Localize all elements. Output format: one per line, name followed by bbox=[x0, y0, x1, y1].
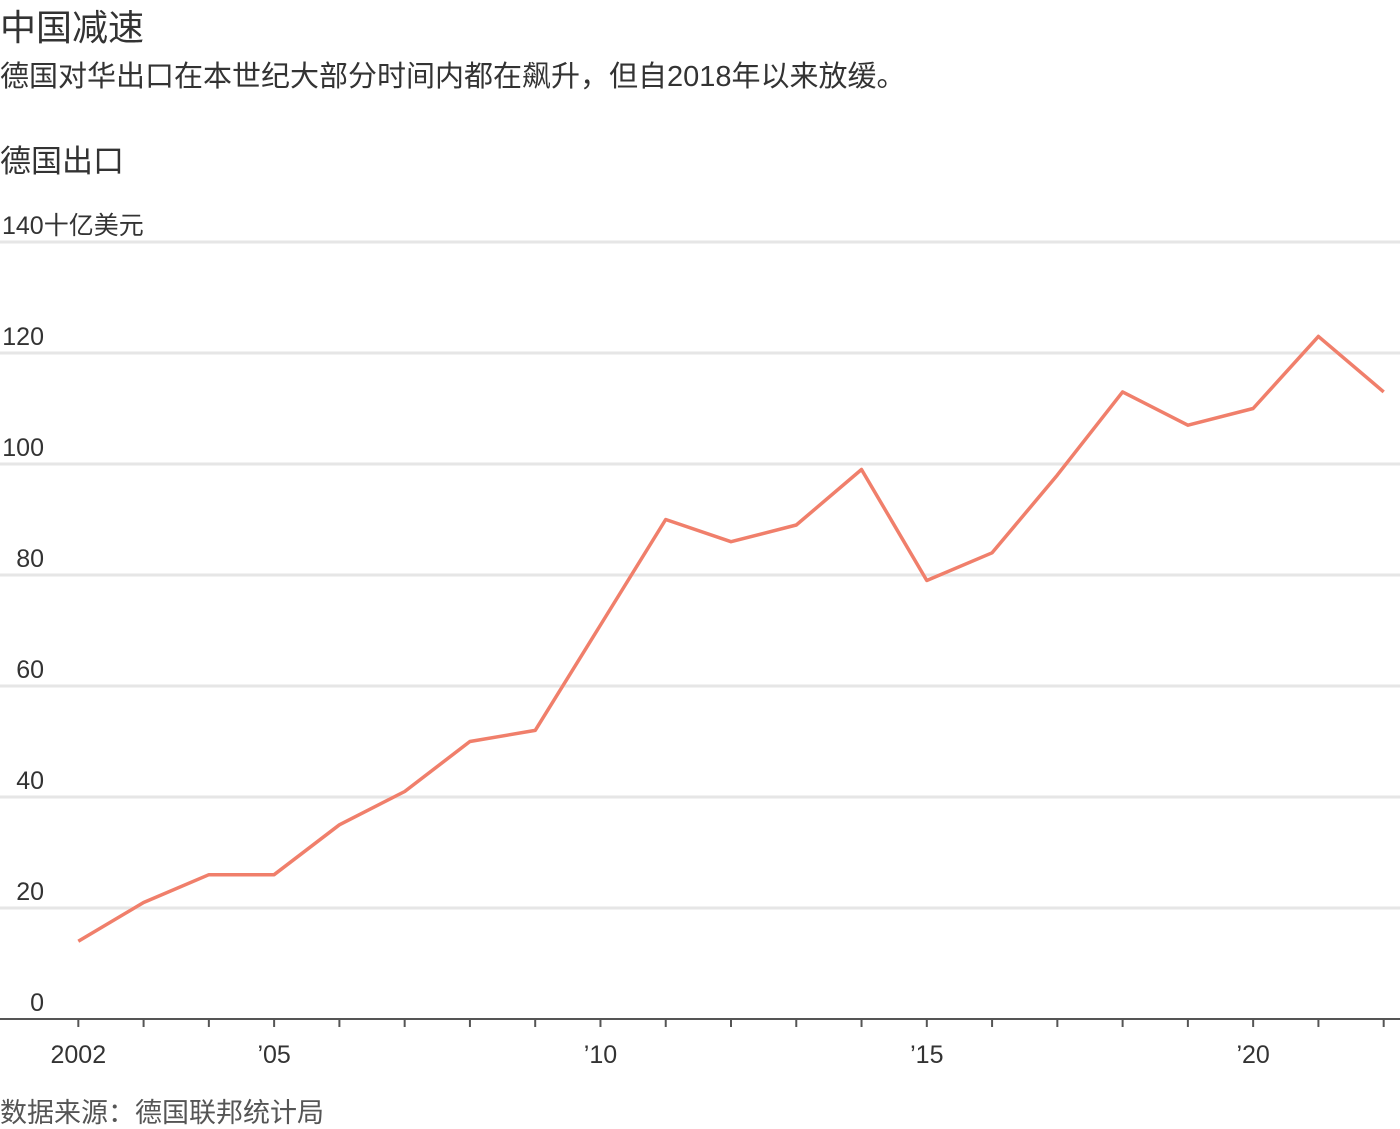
y-tick-label: 80 bbox=[16, 545, 44, 573]
source-note: 数据来源：德国联邦统计局 bbox=[0, 1098, 324, 1128]
chart-title: 中国减速 bbox=[0, 7, 144, 48]
y-tick-label: 20 bbox=[16, 878, 44, 906]
x-tick-label: ’20 bbox=[1236, 1041, 1269, 1069]
x-tick-label: ’05 bbox=[257, 1041, 290, 1069]
y-tick-label: 120 bbox=[2, 323, 44, 351]
y-tick-label: 40 bbox=[16, 767, 44, 795]
data-line bbox=[77, 334, 1385, 943]
y-tick-label: 100 bbox=[2, 434, 44, 462]
x-tick-label: 2002 bbox=[51, 1041, 107, 1069]
y-tick-label: 60 bbox=[16, 656, 44, 684]
y-tick-label: 140十亿美元 bbox=[2, 212, 144, 240]
y-tick-label: 0 bbox=[30, 989, 44, 1017]
x-tick-label: ’15 bbox=[910, 1041, 943, 1069]
chart-subtitle: 德国对华出口在本世纪大部分时间内都在飙升，但自2018年以来放缓。 bbox=[0, 60, 906, 93]
y-axis-title: 德国出口 bbox=[0, 144, 124, 179]
x-tick-label: ’10 bbox=[584, 1041, 617, 1069]
